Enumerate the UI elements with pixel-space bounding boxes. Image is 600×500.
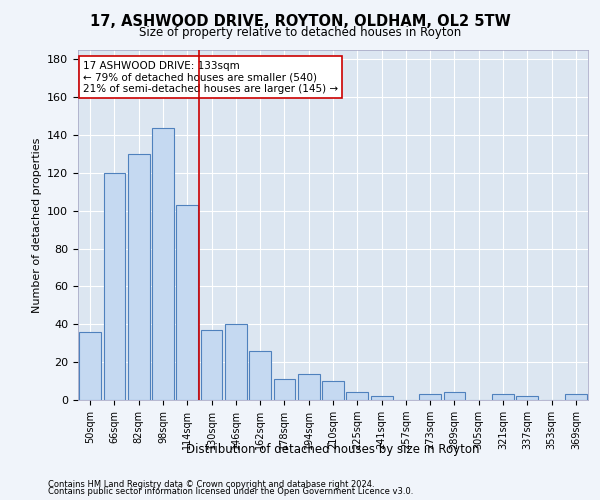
Text: Size of property relative to detached houses in Royton: Size of property relative to detached ho…: [139, 26, 461, 39]
Bar: [322, 381, 344, 400]
Bar: [443, 392, 466, 400]
Bar: [346, 392, 368, 400]
Bar: [128, 154, 149, 400]
Bar: [565, 394, 587, 400]
Text: Contains HM Land Registry data © Crown copyright and database right 2024.: Contains HM Land Registry data © Crown c…: [48, 480, 374, 489]
Bar: [104, 173, 125, 400]
Bar: [79, 332, 101, 400]
Text: 17 ASHWOOD DRIVE: 133sqm
← 79% of detached houses are smaller (540)
21% of semi-: 17 ASHWOOD DRIVE: 133sqm ← 79% of detach…: [83, 60, 338, 94]
Text: 17, ASHWOOD DRIVE, ROYTON, OLDHAM, OL2 5TW: 17, ASHWOOD DRIVE, ROYTON, OLDHAM, OL2 5…: [89, 14, 511, 29]
Bar: [176, 205, 198, 400]
Text: Contains public sector information licensed under the Open Government Licence v3: Contains public sector information licen…: [48, 487, 413, 496]
Bar: [200, 330, 223, 400]
Bar: [225, 324, 247, 400]
Bar: [517, 396, 538, 400]
Bar: [419, 394, 441, 400]
Bar: [298, 374, 320, 400]
Bar: [249, 351, 271, 400]
Y-axis label: Number of detached properties: Number of detached properties: [32, 138, 41, 312]
Bar: [371, 396, 392, 400]
Bar: [492, 394, 514, 400]
Bar: [274, 379, 295, 400]
Text: Distribution of detached houses by size in Royton: Distribution of detached houses by size …: [186, 442, 480, 456]
Bar: [152, 128, 174, 400]
